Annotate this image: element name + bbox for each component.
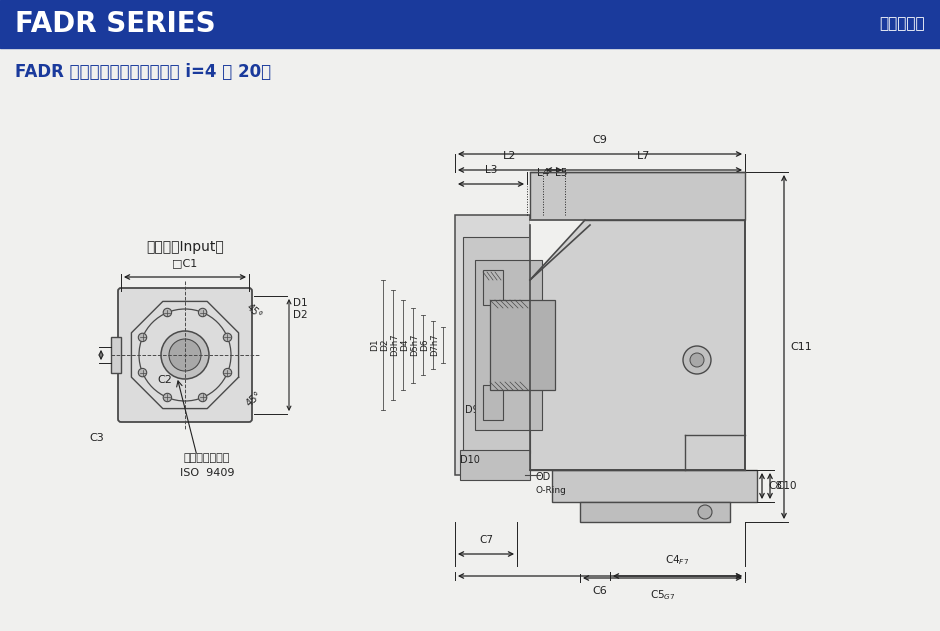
Circle shape bbox=[169, 339, 201, 371]
Text: C5$_{G7}$: C5$_{G7}$ bbox=[650, 588, 675, 602]
Bar bbox=[552, 470, 757, 502]
Text: ISO  9409: ISO 9409 bbox=[180, 468, 234, 478]
Text: C7: C7 bbox=[479, 535, 493, 545]
Text: D10: D10 bbox=[460, 455, 480, 465]
Bar bbox=[460, 450, 530, 480]
Text: C11: C11 bbox=[790, 342, 812, 352]
Text: 法兰面尺寸依照: 法兰面尺寸依照 bbox=[184, 453, 230, 463]
Bar bbox=[463, 237, 530, 453]
Circle shape bbox=[164, 393, 172, 402]
Text: FADR 系列尺寸（单节，减速比 i=4 ～ 20）: FADR 系列尺寸（单节，减速比 i=4 ～ 20） bbox=[15, 63, 271, 81]
Text: C2: C2 bbox=[157, 375, 172, 385]
Text: D2: D2 bbox=[293, 310, 307, 320]
Text: D5h7: D5h7 bbox=[410, 334, 419, 357]
Text: C3: C3 bbox=[89, 433, 104, 443]
Circle shape bbox=[198, 309, 207, 317]
Bar bbox=[483, 385, 503, 420]
Polygon shape bbox=[530, 220, 585, 280]
Bar bbox=[0, 0, 940, 48]
Text: C8: C8 bbox=[768, 481, 782, 491]
Circle shape bbox=[224, 369, 231, 377]
Bar bbox=[530, 220, 745, 470]
Text: FADR SERIES: FADR SERIES bbox=[15, 10, 215, 38]
Text: C10: C10 bbox=[776, 481, 796, 491]
Circle shape bbox=[164, 309, 172, 317]
Text: L1: L1 bbox=[503, 335, 515, 345]
Text: L7: L7 bbox=[637, 151, 650, 161]
Bar bbox=[530, 172, 745, 220]
Text: L3: L3 bbox=[485, 165, 497, 175]
Text: OD: OD bbox=[535, 472, 550, 482]
Text: L2: L2 bbox=[503, 151, 517, 161]
Bar bbox=[483, 270, 503, 305]
Circle shape bbox=[138, 333, 147, 341]
Circle shape bbox=[224, 333, 231, 341]
Text: D2: D2 bbox=[380, 339, 389, 351]
Text: 输入端（Input）: 输入端（Input） bbox=[146, 240, 224, 254]
Text: 45°: 45° bbox=[244, 389, 263, 408]
Circle shape bbox=[690, 353, 704, 367]
Text: D3h7: D3h7 bbox=[390, 334, 399, 357]
Text: D1: D1 bbox=[370, 339, 379, 351]
Text: C9: C9 bbox=[592, 135, 607, 145]
Text: D7h7: D7h7 bbox=[430, 334, 439, 357]
Text: 行星减速机: 行星减速机 bbox=[880, 16, 925, 32]
Text: C6: C6 bbox=[592, 586, 607, 596]
Text: O-Ring: O-Ring bbox=[535, 486, 566, 495]
FancyBboxPatch shape bbox=[118, 288, 252, 422]
Text: □C1: □C1 bbox=[172, 258, 197, 268]
Text: L6: L6 bbox=[497, 278, 508, 287]
Text: D4: D4 bbox=[400, 339, 409, 351]
Bar bbox=[455, 215, 530, 475]
Text: D6: D6 bbox=[420, 339, 429, 351]
Circle shape bbox=[198, 393, 207, 402]
Bar bbox=[111, 337, 121, 373]
Bar bbox=[475, 260, 542, 430]
Circle shape bbox=[161, 331, 209, 379]
Text: D1: D1 bbox=[293, 298, 307, 308]
Circle shape bbox=[138, 369, 147, 377]
Circle shape bbox=[698, 505, 712, 519]
Text: L5: L5 bbox=[555, 168, 568, 178]
Text: L4: L4 bbox=[537, 168, 549, 178]
Circle shape bbox=[683, 346, 711, 374]
Bar bbox=[490, 300, 555, 390]
Text: D8h7: D8h7 bbox=[485, 272, 494, 292]
Text: C4$_{F7}$: C4$_{F7}$ bbox=[666, 553, 690, 567]
Bar bbox=[580, 502, 730, 522]
Text: 45°: 45° bbox=[244, 302, 263, 321]
Text: D9: D9 bbox=[465, 405, 478, 415]
